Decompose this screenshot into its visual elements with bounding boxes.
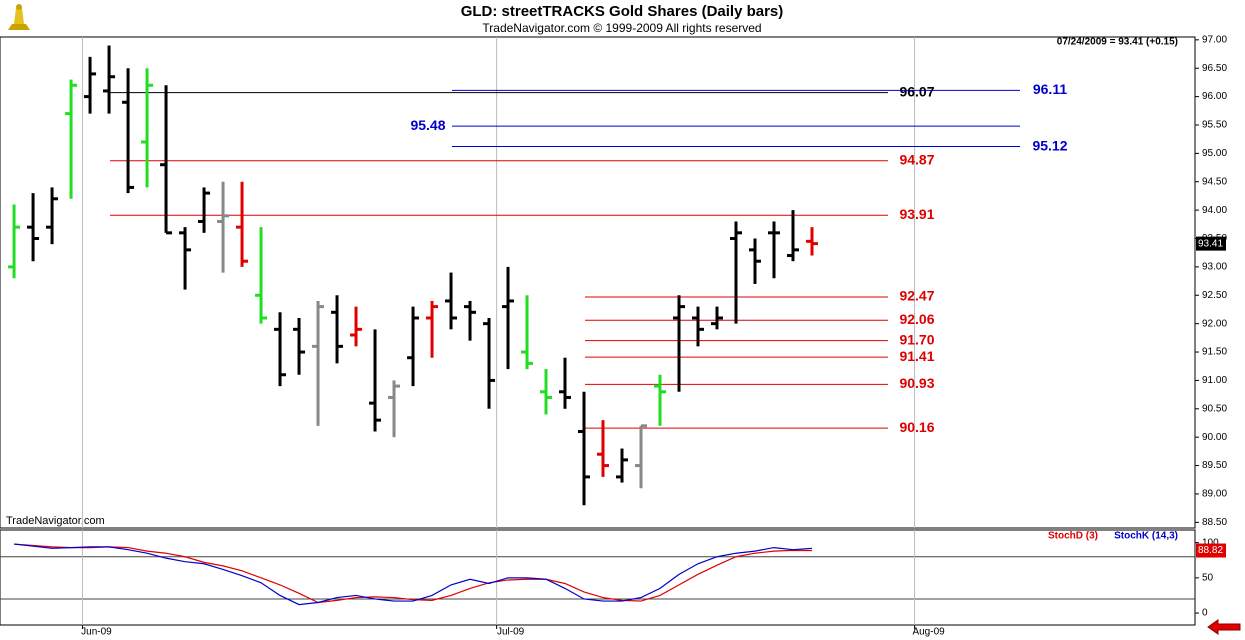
level-label: 90.93: [899, 375, 934, 391]
watermark: TradeNavigator.com: [6, 515, 105, 527]
level-label: 95.48: [410, 117, 445, 133]
last-price: 93.41: [1198, 238, 1223, 249]
y-tick-label: 0: [1202, 608, 1208, 619]
last-value: 88.82: [1198, 545, 1223, 556]
y-tick-label: 100: [1202, 537, 1219, 548]
chart-title: GLD: streetTRACKS Gold Shares (Daily bar…: [461, 3, 784, 20]
logo: [8, 4, 30, 30]
level-label: 90.16: [899, 419, 934, 435]
legend-entry: StochK (14,3): [1114, 531, 1178, 542]
level-label: 94.87: [899, 151, 934, 167]
y-tick-label: 91.50: [1202, 347, 1227, 358]
price-panel: [0, 36, 1196, 529]
last-price-box: [1196, 236, 1226, 251]
y-tick-label: 96.00: [1202, 91, 1227, 102]
level-label: 93.91: [899, 206, 934, 222]
y-tick-label: 91.00: [1202, 375, 1227, 386]
y-tick-label: 92.00: [1202, 318, 1227, 329]
chart-subtitle: TradeNavigator.com © 1999-2009 All right…: [482, 21, 761, 35]
level-label: 92.47: [899, 288, 934, 304]
y-tick-label: 95.00: [1202, 148, 1227, 159]
y-tick-label: 94.00: [1202, 205, 1227, 216]
x-tick-label: Aug-09: [912, 627, 945, 638]
y-tick-label: 89.50: [1202, 460, 1227, 471]
level-label: 92.06: [899, 311, 934, 327]
level-label: 91.70: [899, 331, 934, 347]
level-label: 91.41: [899, 348, 934, 364]
last-value-box: [1196, 543, 1226, 558]
stoch-line: [13, 543, 813, 606]
scroll-arrow[interactable]: [1207, 619, 1241, 635]
x-tick-label: Jun-09: [81, 627, 112, 638]
stoch-line: [14, 543, 812, 604]
quote: 07/24/2009 = 93.41 (+0.15): [1057, 37, 1178, 48]
y-tick-label: 90.00: [1202, 432, 1227, 443]
y-tick-label: 92.50: [1202, 290, 1227, 301]
y-tick-label: 97.00: [1202, 34, 1227, 45]
y-tick-label: 88.50: [1202, 517, 1227, 528]
legend-entry: StochD (3): [1048, 531, 1098, 542]
x-tick-label: Jul-09: [497, 627, 525, 638]
y-tick-label: 89.00: [1202, 489, 1227, 500]
y-tick-label: 94.50: [1202, 176, 1227, 187]
y-tick-label: 96.50: [1202, 63, 1227, 74]
level-label: 96.07: [899, 83, 934, 99]
y-tick-label: 50: [1202, 572, 1214, 583]
y-tick-label: 90.50: [1202, 403, 1227, 414]
level-label: 95.12: [1032, 137, 1067, 153]
level-label: 96.11: [1033, 81, 1067, 97]
y-tick-label: 93.00: [1202, 262, 1227, 273]
y-tick-label: 95.50: [1202, 120, 1227, 131]
